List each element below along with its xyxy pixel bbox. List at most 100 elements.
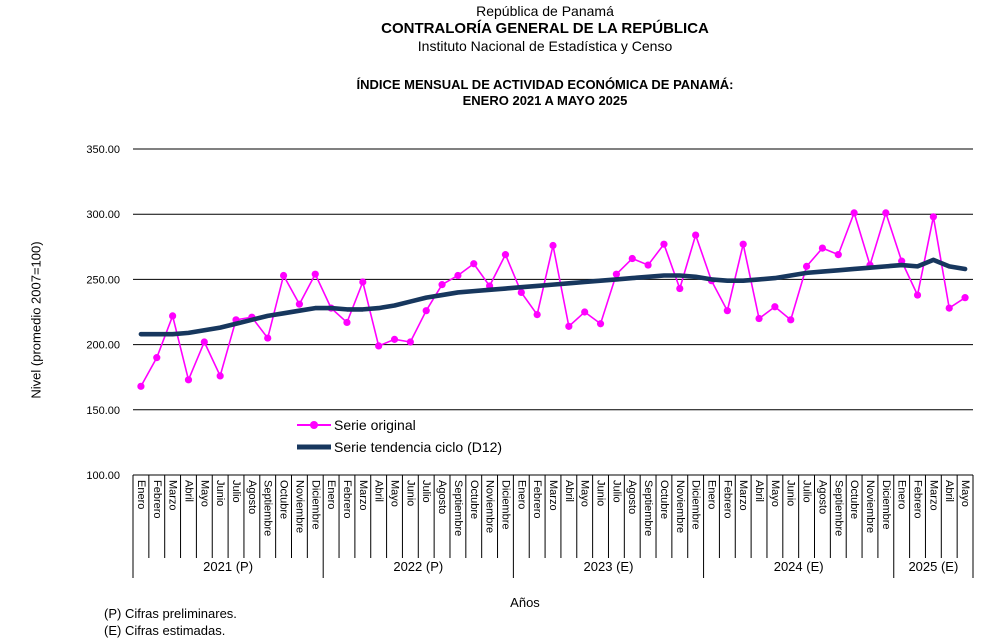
y-tick-label: 250.00 — [86, 274, 120, 286]
month-label: Julio — [230, 480, 242, 503]
month-label: Febrero — [151, 480, 163, 519]
serie-original-point — [200, 338, 208, 346]
month-label: Enero — [325, 480, 337, 509]
serie-original-line — [140, 210, 966, 387]
month-label: Octubre — [658, 480, 670, 519]
month-label: Agosto — [626, 480, 638, 514]
y-tick-label: 100.00 — [86, 470, 120, 482]
serie-original-point — [850, 209, 858, 217]
header-department: Instituto Nacional de Estadística y Cens… — [417, 38, 673, 54]
serie-original-point — [739, 240, 747, 248]
month-label: Febrero — [531, 480, 543, 519]
year-label: 2025 (E) — [908, 559, 958, 574]
serie-original-point — [533, 311, 541, 319]
month-label: Marzo — [167, 480, 179, 511]
month-label: Octubre — [848, 480, 860, 519]
month-label: Junio — [214, 480, 226, 506]
serie-original-point — [660, 240, 668, 248]
serie-original-point — [882, 209, 890, 217]
month-label: Septiembre — [832, 480, 844, 536]
footnote-preliminary: (P) Cifras preliminares. — [104, 606, 237, 621]
serie-original-point — [549, 241, 557, 250]
serie-original-point — [406, 338, 414, 346]
serie-original-point — [390, 335, 399, 343]
year-label: 2024 (E) — [774, 559, 824, 574]
serie-original-point — [692, 231, 700, 239]
serie-original-point — [755, 314, 763, 323]
month-label: Abril — [563, 480, 575, 502]
month-label: Febrero — [341, 480, 353, 519]
serie-original-point — [343, 318, 351, 327]
y-tick-label: 300.00 — [86, 209, 120, 221]
month-label: Mayo — [769, 480, 781, 507]
chart-title-line2: ENERO 2021 A MAYO 2025 — [462, 93, 628, 108]
month-label: Junio — [595, 480, 607, 506]
month-label: Septiembre — [452, 480, 464, 536]
month-label: Septiembre — [262, 480, 274, 536]
serie-original-point — [913, 291, 922, 299]
month-label: Julio — [420, 480, 432, 503]
month-label: Junio — [785, 480, 797, 506]
month-label: Noviembre — [674, 480, 686, 533]
month-label: Abril — [373, 480, 385, 502]
year-label: 2023 (E) — [584, 559, 634, 574]
serie-original-point — [137, 382, 145, 390]
header-country: República de Panamá — [476, 3, 614, 19]
month-label: Mayo — [959, 480, 971, 507]
serie-original-point — [517, 288, 525, 297]
legend-item-serie-original: Serie original — [297, 414, 502, 436]
serie-original-point — [295, 300, 304, 308]
month-label: Enero — [515, 480, 527, 509]
serie-original-point — [470, 260, 478, 268]
month-label: Junio — [404, 480, 416, 506]
serie-original-point — [961, 294, 969, 302]
month-label: Febrero — [721, 480, 733, 519]
serie-original-point — [771, 303, 779, 311]
serie-original-point — [644, 261, 652, 269]
serie-original-point — [818, 244, 827, 252]
month-label: Agosto — [816, 480, 828, 514]
month-label: Abril — [182, 480, 194, 502]
serie-original-point — [596, 320, 605, 328]
serie-original-legend-marker-icon — [297, 420, 331, 430]
serie-original-point — [945, 304, 953, 312]
serie-original-point — [279, 271, 288, 280]
serie-original-point — [422, 307, 430, 315]
month-label: Marzo — [547, 480, 559, 511]
serie-original-point — [501, 251, 510, 259]
serie-original-point — [184, 376, 193, 384]
legend-item-serie-tendencia: Serie tendencia ciclo (D12) — [297, 436, 502, 458]
serie-original-point — [676, 284, 684, 293]
serie-tendencia-line — [138, 257, 968, 337]
serie-original-point — [311, 270, 319, 278]
legend-label-serie-tendencia: Serie tendencia ciclo (D12) — [334, 439, 503, 455]
footnotes: (P) Cifras preliminares. (E) Cifras esti… — [104, 605, 237, 639]
serie-original-point — [169, 312, 177, 320]
month-label: Noviembre — [293, 480, 305, 533]
month-label: Enero — [135, 480, 147, 509]
month-label: Diciembre — [309, 480, 321, 530]
month-label: Octubre — [278, 480, 290, 519]
y-tick-label: 200.00 — [86, 340, 120, 352]
month-label: Octubre — [468, 480, 480, 519]
serie-original-point — [581, 308, 589, 316]
serie-tendencia-legend-marker-icon — [297, 442, 331, 452]
serie-original-point — [612, 270, 620, 278]
month-label: Marzo — [357, 480, 369, 511]
y-tick-label: 150.00 — [86, 405, 120, 417]
month-label: Mayo — [198, 480, 210, 507]
serie-original-point — [216, 372, 224, 380]
month-label: Julio — [610, 480, 622, 503]
x-axis-title: Años — [510, 595, 540, 610]
serie-original-point — [723, 307, 731, 315]
month-label: Agosto — [436, 480, 448, 514]
month-label: Febrero — [912, 480, 924, 519]
month-label: Agosto — [246, 480, 258, 514]
month-label: Mayo — [579, 480, 591, 507]
report-header: República de Panamá CONTRALORÍA GENERAL … — [97, 3, 993, 109]
serie-original-point — [359, 278, 367, 286]
month-label: Diciembre — [499, 480, 511, 530]
month-label: Julio — [801, 480, 813, 503]
